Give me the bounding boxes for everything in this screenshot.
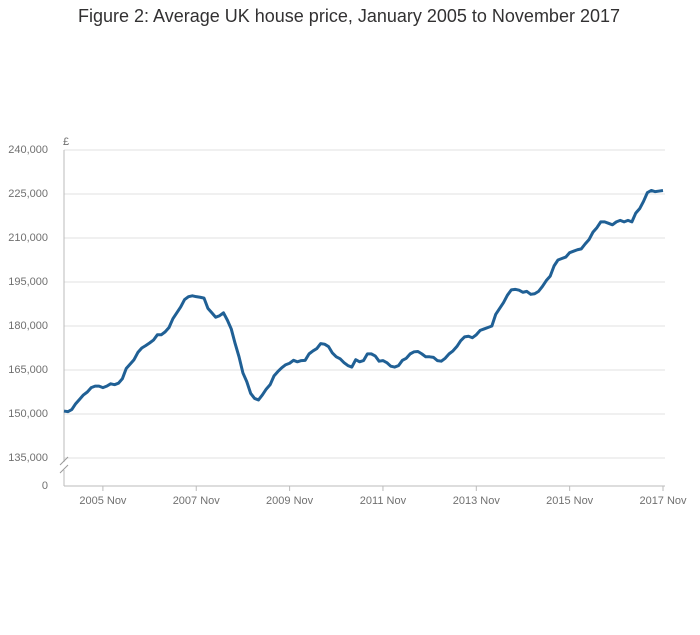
y-tick-label: 195,000: [8, 276, 48, 288]
y-tick-label: 135,000: [8, 452, 48, 464]
y-tick-label: 150,000: [8, 408, 48, 420]
axis-break: [59, 456, 69, 466]
x-tick-label: 2015 Nov: [546, 495, 594, 507]
x-tick-label: 2007 Nov: [173, 495, 221, 507]
y-tick-label: 210,000: [8, 232, 48, 244]
y-tick-label: 225,000: [8, 188, 48, 200]
y-tick-label: 240,000: [8, 144, 48, 156]
x-tick-label: 2009 Nov: [266, 495, 314, 507]
x-tick-label: 2005 Nov: [79, 495, 127, 507]
y-tick-label: 180,000: [8, 320, 48, 332]
axis-break: [59, 464, 69, 474]
x-tick-label: 2013 Nov: [453, 495, 501, 507]
x-tick-label: 2017 Nov: [639, 495, 687, 507]
chart-title: Figure 2: Average UK house price, Januar…: [78, 6, 620, 26]
y-tick-label: 0: [42, 480, 48, 492]
x-tick-label: 2011 Nov: [360, 495, 407, 507]
y-tick-label: 165,000: [8, 364, 48, 376]
y-unit: £: [63, 136, 69, 148]
line-series: [63, 188, 664, 414]
